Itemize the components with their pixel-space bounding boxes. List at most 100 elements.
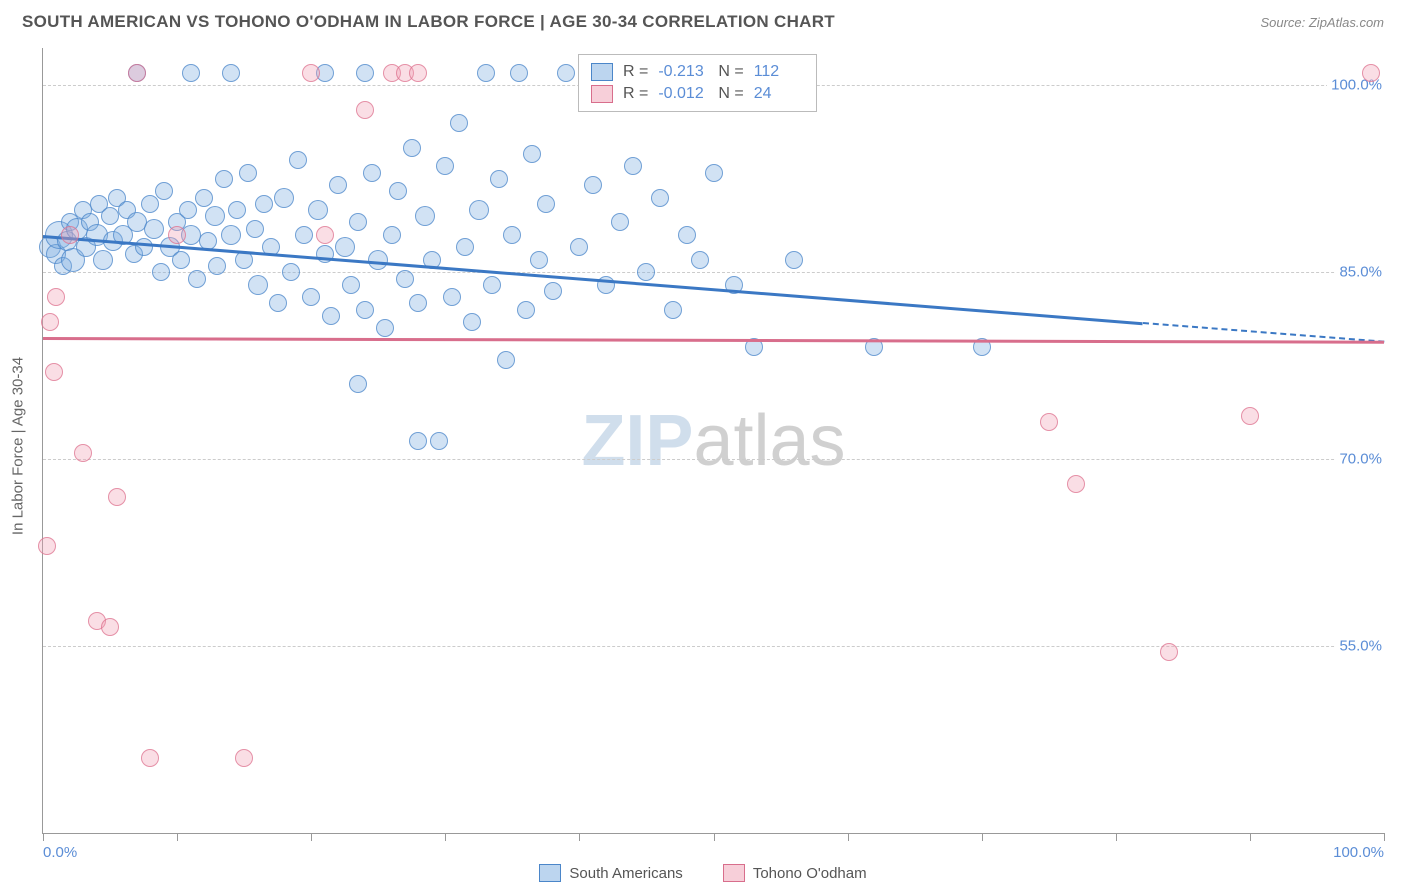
data-point [678, 226, 696, 244]
stat-n-label: N = [718, 63, 743, 81]
data-point [1241, 407, 1259, 425]
data-point [409, 64, 427, 82]
correlation-stats-box: R =-0.213N =112R =-0.012N =24 [578, 54, 817, 112]
data-point [544, 282, 562, 300]
legend-swatch [723, 864, 745, 882]
data-point [497, 351, 515, 369]
data-point [246, 220, 264, 238]
chart-title: SOUTH AMERICAN VS TOHONO O'ODHAM IN LABO… [22, 12, 835, 32]
stat-swatch [591, 85, 613, 103]
data-point [335, 237, 355, 257]
data-point [356, 301, 374, 319]
data-point [409, 432, 427, 450]
data-point [172, 251, 190, 269]
data-point [316, 226, 334, 244]
data-point [141, 749, 159, 767]
stat-row: R =-0.012N =24 [591, 83, 804, 105]
data-point [356, 101, 374, 119]
data-point [255, 195, 273, 213]
data-point [691, 251, 709, 269]
data-point [557, 64, 575, 82]
x-tick-label: 0.0% [43, 844, 77, 861]
y-axis-label: In Labor Force | Age 30-34 [10, 357, 27, 535]
data-point [363, 164, 381, 182]
data-point [61, 226, 79, 244]
data-point [403, 139, 421, 157]
data-point [155, 182, 173, 200]
data-point [195, 189, 213, 207]
data-point [221, 225, 241, 245]
data-point [463, 313, 481, 331]
data-point [376, 319, 394, 337]
gridline [43, 459, 1384, 460]
data-point [108, 488, 126, 506]
data-point [235, 749, 253, 767]
data-point [45, 363, 63, 381]
data-point [144, 219, 164, 239]
data-point [570, 238, 588, 256]
data-point [349, 213, 367, 231]
data-point [182, 64, 200, 82]
data-point [430, 432, 448, 450]
data-point [179, 201, 197, 219]
y-tick-label: 55.0% [1335, 638, 1386, 655]
data-point [664, 301, 682, 319]
data-point [274, 188, 294, 208]
data-point [152, 263, 170, 281]
data-point [469, 200, 489, 220]
data-point [342, 276, 360, 294]
data-point [322, 307, 340, 325]
source-attribution: Source: ZipAtlas.com [1260, 15, 1384, 30]
stat-n-value: 112 [754, 63, 804, 81]
data-point [624, 157, 642, 175]
data-point [349, 375, 367, 393]
data-point [1160, 643, 1178, 661]
y-tick-label: 100.0% [1327, 77, 1386, 94]
stat-r-value: -0.012 [658, 85, 708, 103]
data-point [396, 270, 414, 288]
y-tick-label: 85.0% [1335, 264, 1386, 281]
data-point [537, 195, 555, 213]
x-tick [311, 833, 312, 841]
x-tick-label: 100.0% [1333, 844, 1384, 861]
chart-plot-area: ZIPatlas 55.0%70.0%85.0%100.0%0.0%100.0%… [42, 48, 1384, 834]
data-point [282, 263, 300, 281]
data-point [188, 270, 206, 288]
data-point [436, 157, 454, 175]
data-point [168, 226, 186, 244]
data-point [409, 294, 427, 312]
legend-item: South Americans [539, 864, 682, 882]
x-tick [1116, 833, 1117, 841]
data-point [523, 145, 541, 163]
legend-label: Tohono O'odham [753, 865, 867, 882]
x-tick [177, 833, 178, 841]
trend-line [43, 337, 1384, 343]
data-point [584, 176, 602, 194]
data-point [329, 176, 347, 194]
data-point [651, 189, 669, 207]
data-point [443, 288, 461, 306]
data-point [228, 201, 246, 219]
data-point [530, 251, 548, 269]
stat-swatch [591, 63, 613, 81]
data-point [356, 64, 374, 82]
data-point [637, 263, 655, 281]
data-point [1067, 475, 1085, 493]
data-point [239, 164, 257, 182]
legend-swatch [539, 864, 561, 882]
data-point [47, 288, 65, 306]
data-point [128, 64, 146, 82]
watermark-atlas: atlas [693, 401, 845, 481]
stat-r-label: R = [623, 85, 648, 103]
data-point [477, 64, 495, 82]
data-point [490, 170, 508, 188]
stat-r-value: -0.213 [658, 63, 708, 81]
legend: South Americans Tohono O'odham [0, 864, 1406, 882]
watermark-zip: ZIP [581, 401, 693, 481]
data-point [456, 238, 474, 256]
x-tick [1384, 833, 1385, 841]
data-point [222, 64, 240, 82]
data-point [1040, 413, 1058, 431]
data-point [450, 114, 468, 132]
data-point [295, 226, 313, 244]
